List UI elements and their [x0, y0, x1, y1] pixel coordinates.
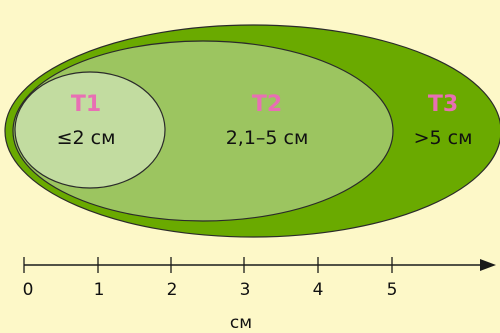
t1-range: ≤2 см [57, 127, 116, 149]
t1-label: T1 [71, 92, 101, 117]
axis-unit-label: см [230, 313, 252, 329]
axis-tick-label: 0 [23, 280, 34, 300]
axis-tick-label: 5 [387, 280, 398, 300]
axis-tick-label: 4 [313, 280, 324, 300]
axis-tick-label: 3 [240, 280, 251, 300]
t2-label: T2 [252, 92, 282, 117]
axis-tick-label: 2 [167, 280, 178, 300]
t1-ellipse [14, 71, 166, 189]
axis-tick-label: 1 [94, 280, 105, 300]
t3-range: >5 см [414, 127, 473, 149]
axis-arrowhead [480, 259, 496, 271]
t2-range: 2,1–5 см [226, 127, 309, 149]
t3-label: T3 [428, 92, 458, 117]
